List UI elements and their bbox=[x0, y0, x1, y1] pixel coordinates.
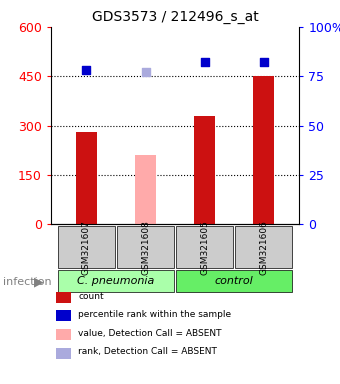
Point bbox=[84, 67, 89, 73]
Bar bbox=[56, 348, 71, 359]
Bar bbox=[56, 310, 71, 321]
Title: GDS3573 / 212496_s_at: GDS3573 / 212496_s_at bbox=[92, 10, 258, 25]
Text: value, Detection Call = ABSENT: value, Detection Call = ABSENT bbox=[78, 329, 222, 338]
Bar bbox=[194, 116, 215, 224]
Text: GSM321606: GSM321606 bbox=[259, 220, 268, 275]
Bar bbox=[253, 76, 274, 224]
Text: GSM321605: GSM321605 bbox=[200, 220, 209, 275]
Text: count: count bbox=[78, 291, 104, 301]
Text: control: control bbox=[215, 276, 254, 286]
Point bbox=[261, 59, 267, 65]
FancyBboxPatch shape bbox=[176, 226, 233, 268]
Bar bbox=[76, 132, 97, 224]
Text: ▶: ▶ bbox=[34, 276, 44, 289]
Point bbox=[143, 69, 148, 75]
Bar bbox=[135, 155, 156, 224]
Point bbox=[202, 59, 207, 65]
Bar bbox=[56, 329, 71, 340]
FancyBboxPatch shape bbox=[235, 226, 292, 268]
Text: percentile rank within the sample: percentile rank within the sample bbox=[78, 310, 232, 319]
FancyBboxPatch shape bbox=[58, 270, 174, 292]
FancyBboxPatch shape bbox=[58, 226, 115, 268]
Text: GSM321607: GSM321607 bbox=[82, 220, 91, 275]
Text: C. pneumonia: C. pneumonia bbox=[77, 276, 155, 286]
Text: infection: infection bbox=[3, 277, 52, 287]
FancyBboxPatch shape bbox=[117, 226, 174, 268]
Text: GSM321608: GSM321608 bbox=[141, 220, 150, 275]
FancyBboxPatch shape bbox=[176, 270, 292, 292]
Bar bbox=[56, 292, 71, 303]
Text: rank, Detection Call = ABSENT: rank, Detection Call = ABSENT bbox=[78, 347, 217, 356]
